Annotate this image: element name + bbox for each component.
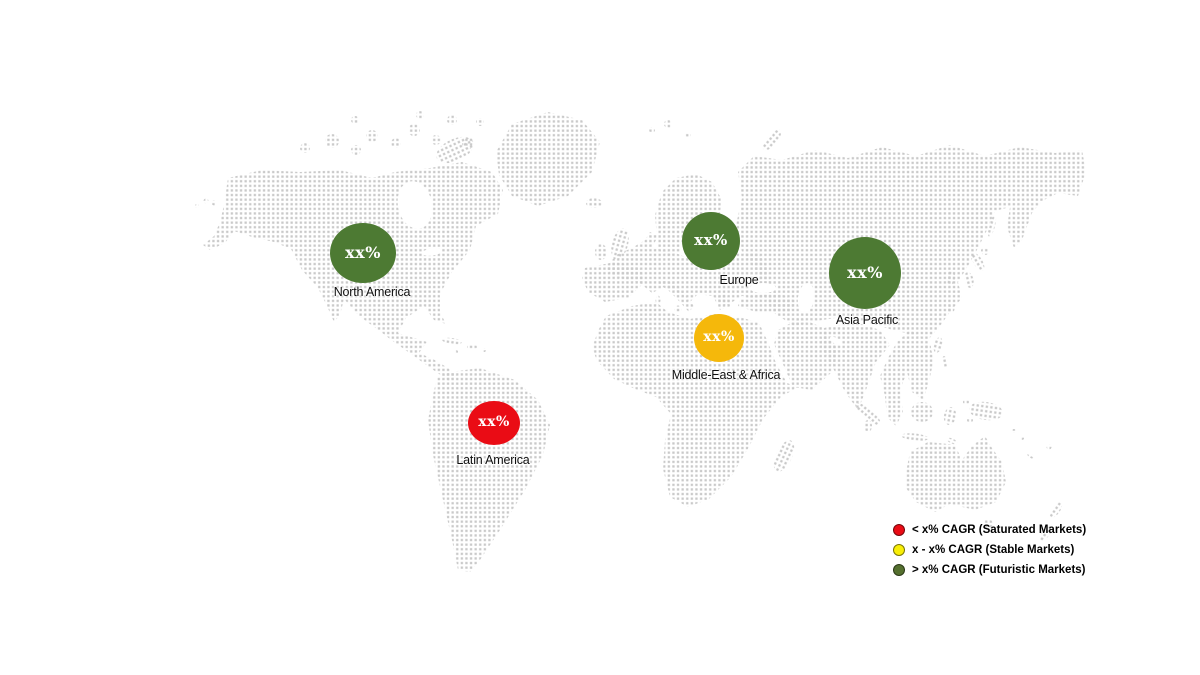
legend-swatch-red-icon [893, 523, 905, 536]
region-label-asia-pacific: Asia Pacific [835, 313, 899, 327]
cagr-legend: < x% CAGR (Saturated Markets) x - x% CAG… [893, 522, 1086, 582]
region-label-europe: Europe [719, 273, 759, 287]
region-bubble-north-america: xx% [330, 223, 396, 283]
region-bubble-asia-pacific: xx% [829, 237, 901, 309]
region-value: xx% [694, 231, 728, 249]
legend-row-futuristic: > x% CAGR (Futuristic Markets) [893, 562, 1086, 577]
legend-label: > x% CAGR (Futuristic Markets) [912, 563, 1086, 576]
region-value: xx% [847, 262, 883, 282]
region-value: xx% [703, 329, 735, 345]
legend-row-stable: x - x% CAGR (Stable Markets) [893, 542, 1086, 557]
legend-row-saturated: < x% CAGR (Saturated Markets) [893, 522, 1086, 537]
legend-label: < x% CAGR (Saturated Markets) [912, 523, 1087, 536]
legend-label: x - x% CAGR (Stable Markets) [912, 543, 1075, 556]
region-bubble-middle-east-africa: xx% [694, 314, 744, 362]
region-label-north-america: North America [333, 285, 411, 299]
legend-swatch-green-icon [893, 563, 905, 576]
legend-swatch-yellow-icon [893, 543, 905, 556]
region-value: xx% [478, 414, 510, 430]
region-bubble-latin-america: xx% [468, 401, 520, 445]
region-label-latin-america: Latin America [456, 453, 530, 467]
region-label-middle-east-africa: Middle-East & Africa [671, 368, 781, 382]
region-bubble-europe: xx% [682, 212, 740, 270]
region-value: xx% [345, 242, 381, 262]
